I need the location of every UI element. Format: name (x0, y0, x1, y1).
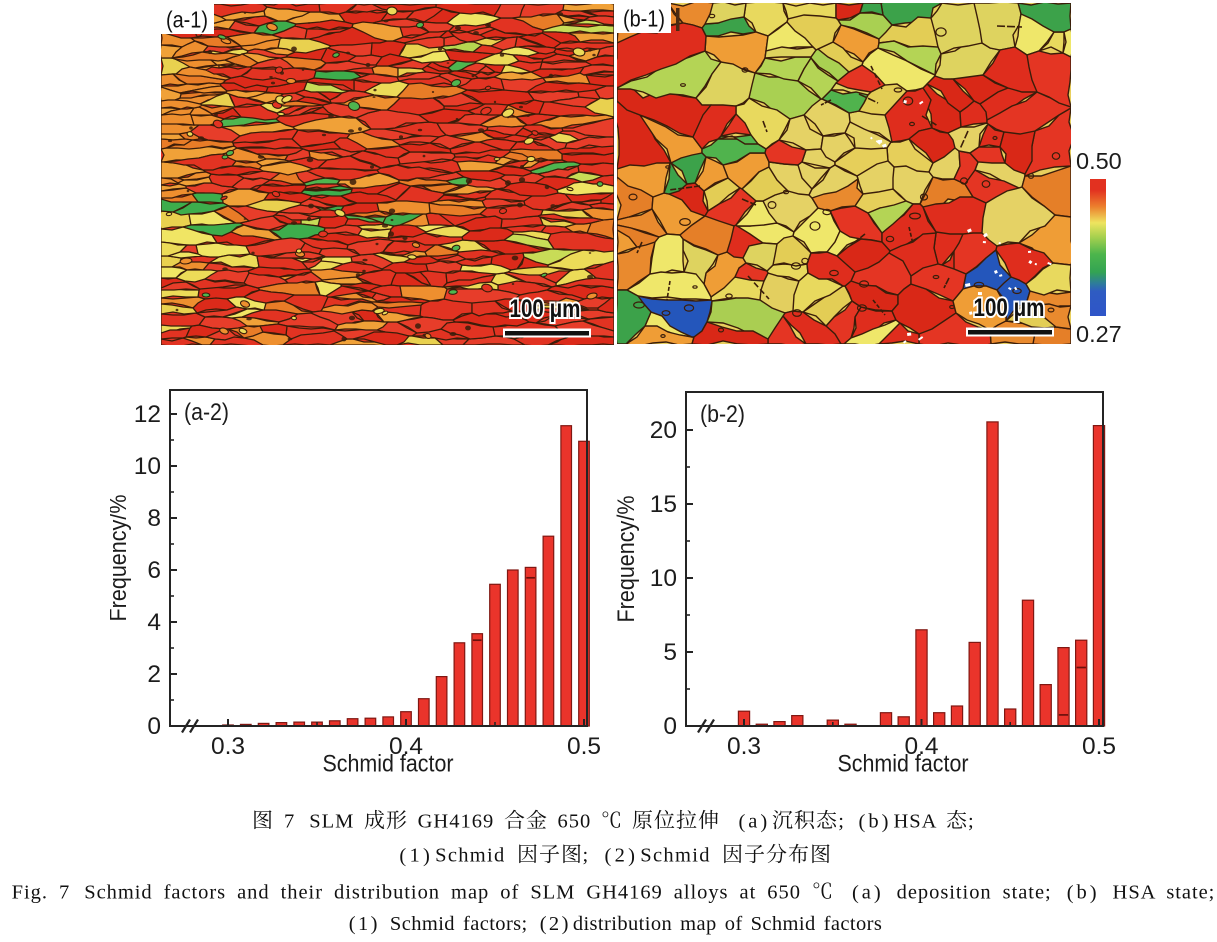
svg-text:0.4: 0.4 (389, 733, 423, 760)
svg-text:0: 0 (663, 713, 677, 740)
svg-text:10: 10 (650, 565, 677, 592)
svg-text:5: 5 (663, 639, 677, 666)
svg-text:Schmid factor: Schmid factor (323, 751, 454, 778)
svg-text:Frequency/%: Frequency/% (110, 495, 132, 622)
svg-text:Schmid factor: Schmid factor (838, 751, 969, 778)
svg-text:15: 15 (650, 491, 677, 518)
svg-text:100 μm: 100 μm (974, 294, 1045, 322)
svg-text:0.3: 0.3 (727, 733, 761, 760)
svg-text:6: 6 (147, 557, 161, 584)
svg-text:(b-2): (b-2) (700, 401, 745, 428)
svg-text:100 μm: 100 μm (510, 295, 581, 323)
svg-text:0.5: 0.5 (1082, 733, 1116, 760)
svg-text:4: 4 (147, 609, 161, 636)
svg-text:20: 20 (650, 417, 677, 444)
svg-text:0.5: 0.5 (567, 733, 601, 760)
svg-text:(a-1): (a-1) (166, 7, 208, 33)
svg-text:12: 12 (134, 401, 161, 428)
svg-text:0.3: 0.3 (211, 733, 245, 760)
svg-text:(a-2): (a-2) (184, 399, 229, 426)
svg-text:2: 2 (147, 661, 161, 688)
svg-text:Frequency/%: Frequency/% (615, 496, 640, 623)
svg-text:10: 10 (134, 453, 161, 480)
svg-text:0: 0 (147, 713, 161, 740)
svg-text:0.4: 0.4 (904, 733, 938, 760)
svg-text:8: 8 (147, 505, 161, 532)
svg-text:(b-1): (b-1) (623, 6, 665, 32)
